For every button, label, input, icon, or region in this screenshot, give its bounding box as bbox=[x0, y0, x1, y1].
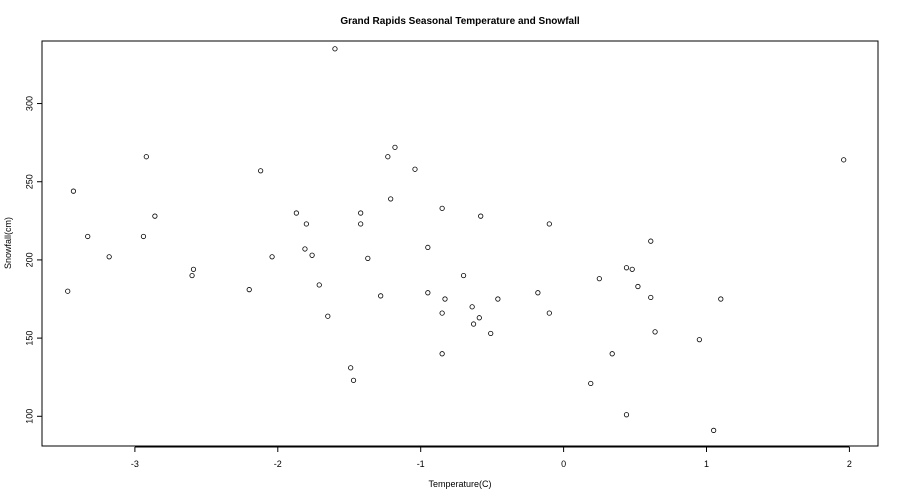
data-points bbox=[65, 46, 847, 433]
data-point bbox=[546, 310, 552, 316]
data-point bbox=[350, 377, 357, 383]
data-point bbox=[269, 254, 275, 260]
data-point bbox=[303, 221, 309, 227]
y-tick-label: 300 bbox=[24, 96, 34, 111]
data-point bbox=[425, 244, 431, 251]
y-axis: 100 150 200 250 300 bbox=[24, 96, 43, 424]
data-point bbox=[348, 365, 354, 371]
x-tick-label: 2 bbox=[847, 459, 852, 469]
data-point bbox=[378, 293, 384, 299]
data-point bbox=[143, 154, 149, 160]
data-point bbox=[623, 412, 630, 418]
y-axis-label: Snowfall(cm) bbox=[3, 217, 13, 269]
data-point bbox=[358, 210, 364, 216]
data-point bbox=[316, 282, 322, 288]
data-point bbox=[106, 254, 112, 260]
data-point bbox=[332, 46, 338, 52]
data-point bbox=[629, 266, 635, 272]
data-point bbox=[425, 290, 431, 296]
data-point bbox=[648, 238, 654, 244]
x-tick-label: -2 bbox=[274, 459, 282, 469]
data-point bbox=[325, 313, 331, 319]
data-point bbox=[439, 205, 445, 211]
data-point bbox=[385, 154, 391, 160]
x-tick-label: -3 bbox=[131, 459, 139, 469]
x-tick-label: 0 bbox=[561, 459, 566, 469]
x-tick-label: -1 bbox=[417, 459, 425, 469]
data-point bbox=[65, 288, 71, 294]
data-point bbox=[258, 168, 264, 174]
data-point bbox=[152, 213, 158, 219]
x-tick-label: 1 bbox=[704, 459, 709, 469]
data-point bbox=[392, 144, 398, 150]
data-point bbox=[535, 290, 541, 296]
data-point bbox=[711, 427, 717, 433]
data-point bbox=[718, 296, 724, 302]
data-point bbox=[588, 380, 594, 387]
data-point bbox=[495, 296, 501, 302]
x-axis: -3 -2 -1 0 1 2 bbox=[131, 446, 852, 469]
data-point bbox=[648, 294, 654, 301]
data-point bbox=[190, 266, 197, 272]
data-point bbox=[470, 321, 477, 327]
data-point bbox=[696, 337, 702, 343]
data-point bbox=[439, 310, 445, 316]
chart-title: Grand Rapids Seasonal Temperature and Sn… bbox=[340, 16, 580, 27]
data-point bbox=[469, 304, 475, 310]
data-point bbox=[488, 330, 494, 337]
data-point bbox=[358, 221, 364, 227]
data-point bbox=[293, 210, 299, 216]
data-point bbox=[246, 287, 252, 293]
y-tick-label: 100 bbox=[24, 409, 34, 424]
x-axis-label: Temperature(C) bbox=[428, 479, 491, 489]
data-point bbox=[365, 255, 371, 261]
data-point bbox=[460, 272, 467, 279]
y-tick-label: 250 bbox=[24, 174, 34, 189]
y-tick-label: 200 bbox=[24, 252, 34, 267]
data-point bbox=[412, 166, 418, 172]
data-point bbox=[140, 233, 147, 240]
data-point bbox=[478, 213, 484, 219]
data-point bbox=[439, 351, 445, 357]
data-point bbox=[841, 157, 847, 163]
data-point bbox=[309, 252, 315, 258]
y-tick-label: 150 bbox=[24, 331, 34, 346]
data-point bbox=[596, 276, 602, 282]
data-point bbox=[546, 221, 552, 227]
data-point bbox=[189, 272, 195, 279]
data-point bbox=[476, 315, 482, 321]
data-point bbox=[388, 196, 394, 202]
data-point bbox=[652, 329, 658, 335]
data-point bbox=[85, 233, 91, 240]
data-point bbox=[70, 188, 77, 194]
data-point bbox=[442, 296, 448, 302]
data-point bbox=[609, 351, 615, 357]
data-point bbox=[623, 265, 630, 271]
data-point bbox=[302, 246, 308, 252]
data-point bbox=[635, 283, 641, 290]
